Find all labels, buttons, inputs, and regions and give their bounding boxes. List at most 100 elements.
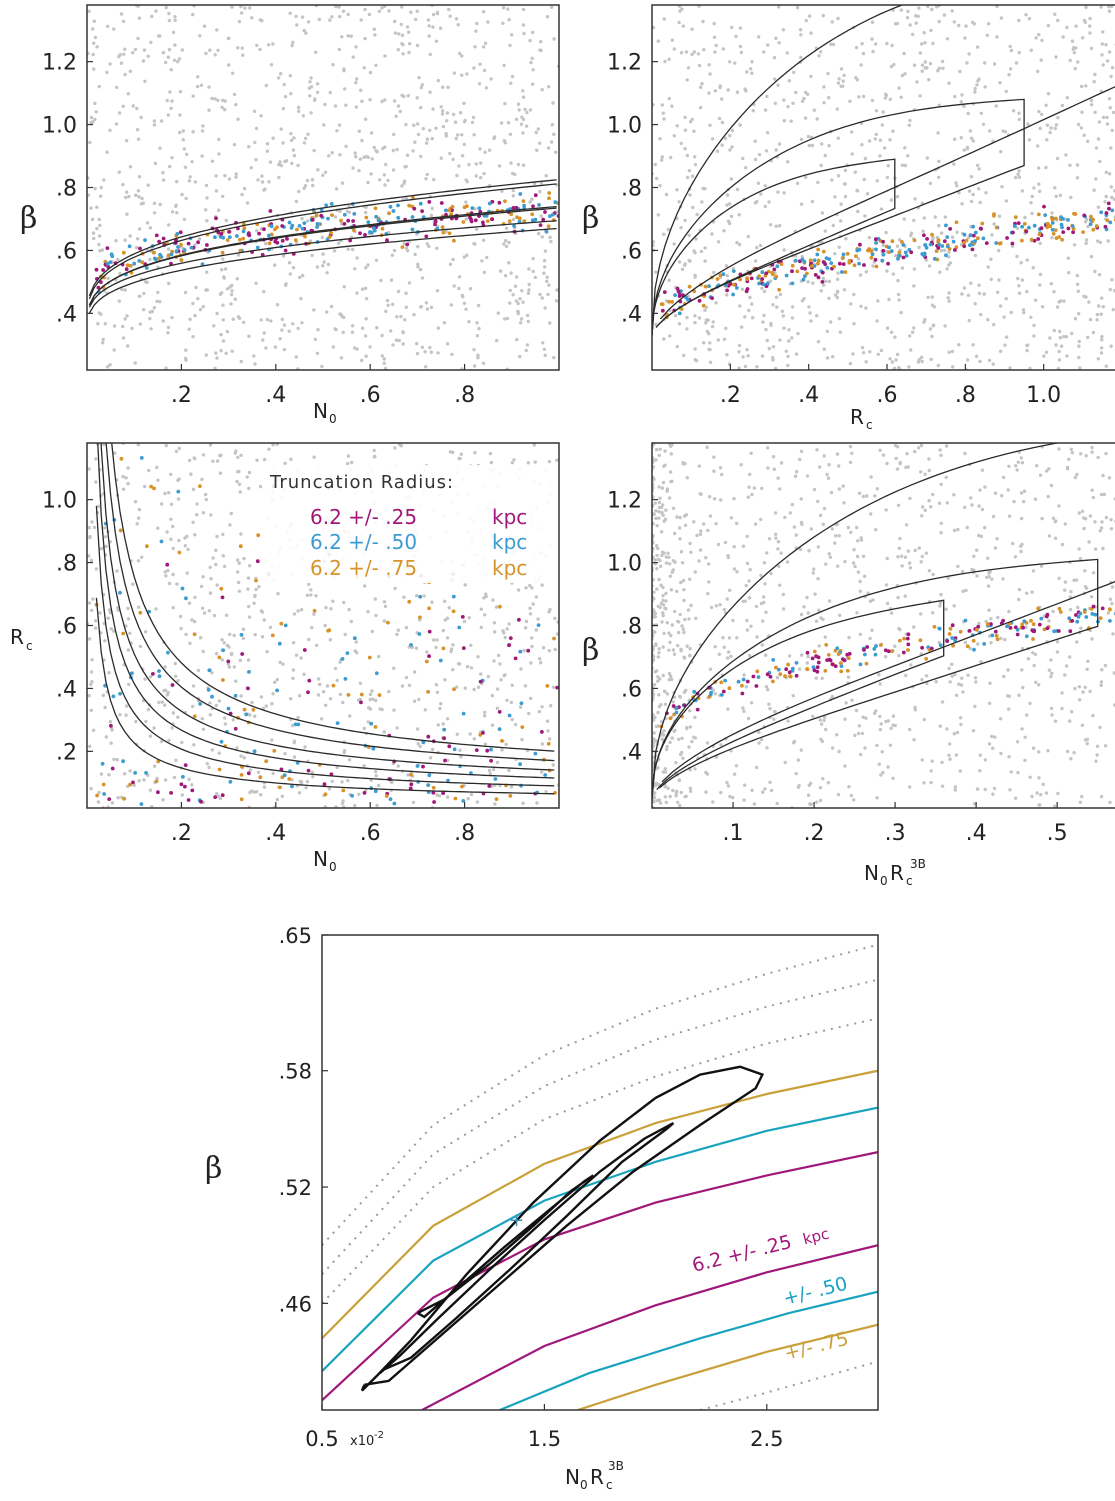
background-point [220, 268, 224, 272]
background-point [248, 6, 252, 10]
truncation-point [433, 219, 438, 224]
background-point [928, 61, 933, 66]
background-point [221, 194, 225, 199]
truncation-point [331, 683, 336, 688]
background-point [247, 604, 251, 609]
background-point [1017, 50, 1021, 55]
background-point [814, 676, 818, 680]
background-point [510, 683, 514, 687]
background-point [169, 106, 173, 111]
background-point [1094, 177, 1098, 181]
truncation-point [973, 239, 977, 244]
background-point [1057, 349, 1061, 354]
background-point [497, 164, 502, 168]
background-point [535, 801, 539, 805]
truncation-point [775, 264, 780, 269]
background-point [663, 702, 668, 706]
background-point [1017, 18, 1021, 23]
background-point [744, 583, 748, 588]
background-point [89, 115, 94, 120]
truncation-point [507, 713, 512, 718]
truncation-point [442, 727, 447, 732]
background-point [662, 337, 666, 341]
background-point [776, 190, 780, 194]
background-point [94, 110, 98, 114]
truncation-point [998, 241, 1003, 246]
background-point [1108, 287, 1113, 292]
background-point [159, 502, 164, 506]
background-point [730, 145, 734, 149]
background-point [1096, 357, 1101, 361]
background-point [708, 667, 713, 671]
background-point [166, 55, 171, 59]
background-point [1082, 133, 1086, 137]
background-point [655, 176, 659, 181]
background-point [805, 92, 810, 97]
background-point [782, 326, 786, 330]
background-point [231, 317, 235, 321]
background-point [152, 211, 157, 215]
background-point [138, 322, 142, 326]
truncation-point [280, 224, 285, 228]
background-point [428, 345, 432, 350]
colored-scatter [659, 201, 1115, 320]
background-point [799, 748, 803, 752]
background-point [890, 43, 894, 48]
background-point [296, 163, 300, 168]
background-point [1110, 602, 1114, 606]
background-point [735, 570, 739, 574]
background-point [191, 704, 195, 709]
background-point [660, 620, 664, 624]
background-point [281, 662, 285, 666]
background-point [898, 461, 902, 466]
background-point [374, 769, 378, 774]
background-point [753, 157, 758, 162]
background-point [852, 292, 856, 297]
background-point [101, 341, 105, 345]
background-point [181, 138, 185, 142]
truncation-point [418, 594, 423, 599]
background-point [460, 133, 464, 137]
background-point [542, 347, 547, 351]
background-point [937, 19, 941, 24]
background-point [291, 322, 295, 326]
truncation-point [426, 734, 431, 739]
background-point [547, 85, 551, 89]
background-point [954, 693, 959, 697]
background-point [937, 640, 941, 645]
truncation-point [800, 257, 805, 262]
background-point [256, 770, 261, 774]
background-point [1070, 451, 1075, 455]
background-point [441, 125, 446, 129]
background-point [154, 607, 158, 611]
background-point [667, 57, 671, 61]
truncation-point [543, 773, 548, 777]
truncation-point [366, 220, 371, 225]
background-point [120, 287, 124, 292]
background-point [719, 498, 723, 502]
background-point [287, 329, 291, 333]
background-point [1097, 120, 1102, 124]
truncation-point [262, 227, 266, 232]
truncation-point [139, 456, 144, 460]
background-point [503, 274, 508, 278]
background-point [487, 768, 492, 773]
background-point [860, 731, 865, 736]
background-point [457, 456, 461, 461]
background-point [259, 318, 263, 322]
background-point [1020, 189, 1024, 193]
background-point [862, 177, 866, 182]
background-point [1027, 17, 1032, 21]
truncation-point [803, 274, 807, 278]
truncation-point [718, 273, 723, 278]
truncation-point [858, 242, 862, 247]
background-point [750, 302, 754, 306]
truncation-point [283, 248, 288, 253]
background-point [858, 632, 862, 636]
background-point [91, 52, 95, 57]
background-point [929, 505, 933, 509]
background-point [678, 515, 682, 520]
background-point [818, 513, 823, 518]
background-point [185, 152, 189, 156]
background-point [1037, 166, 1041, 170]
